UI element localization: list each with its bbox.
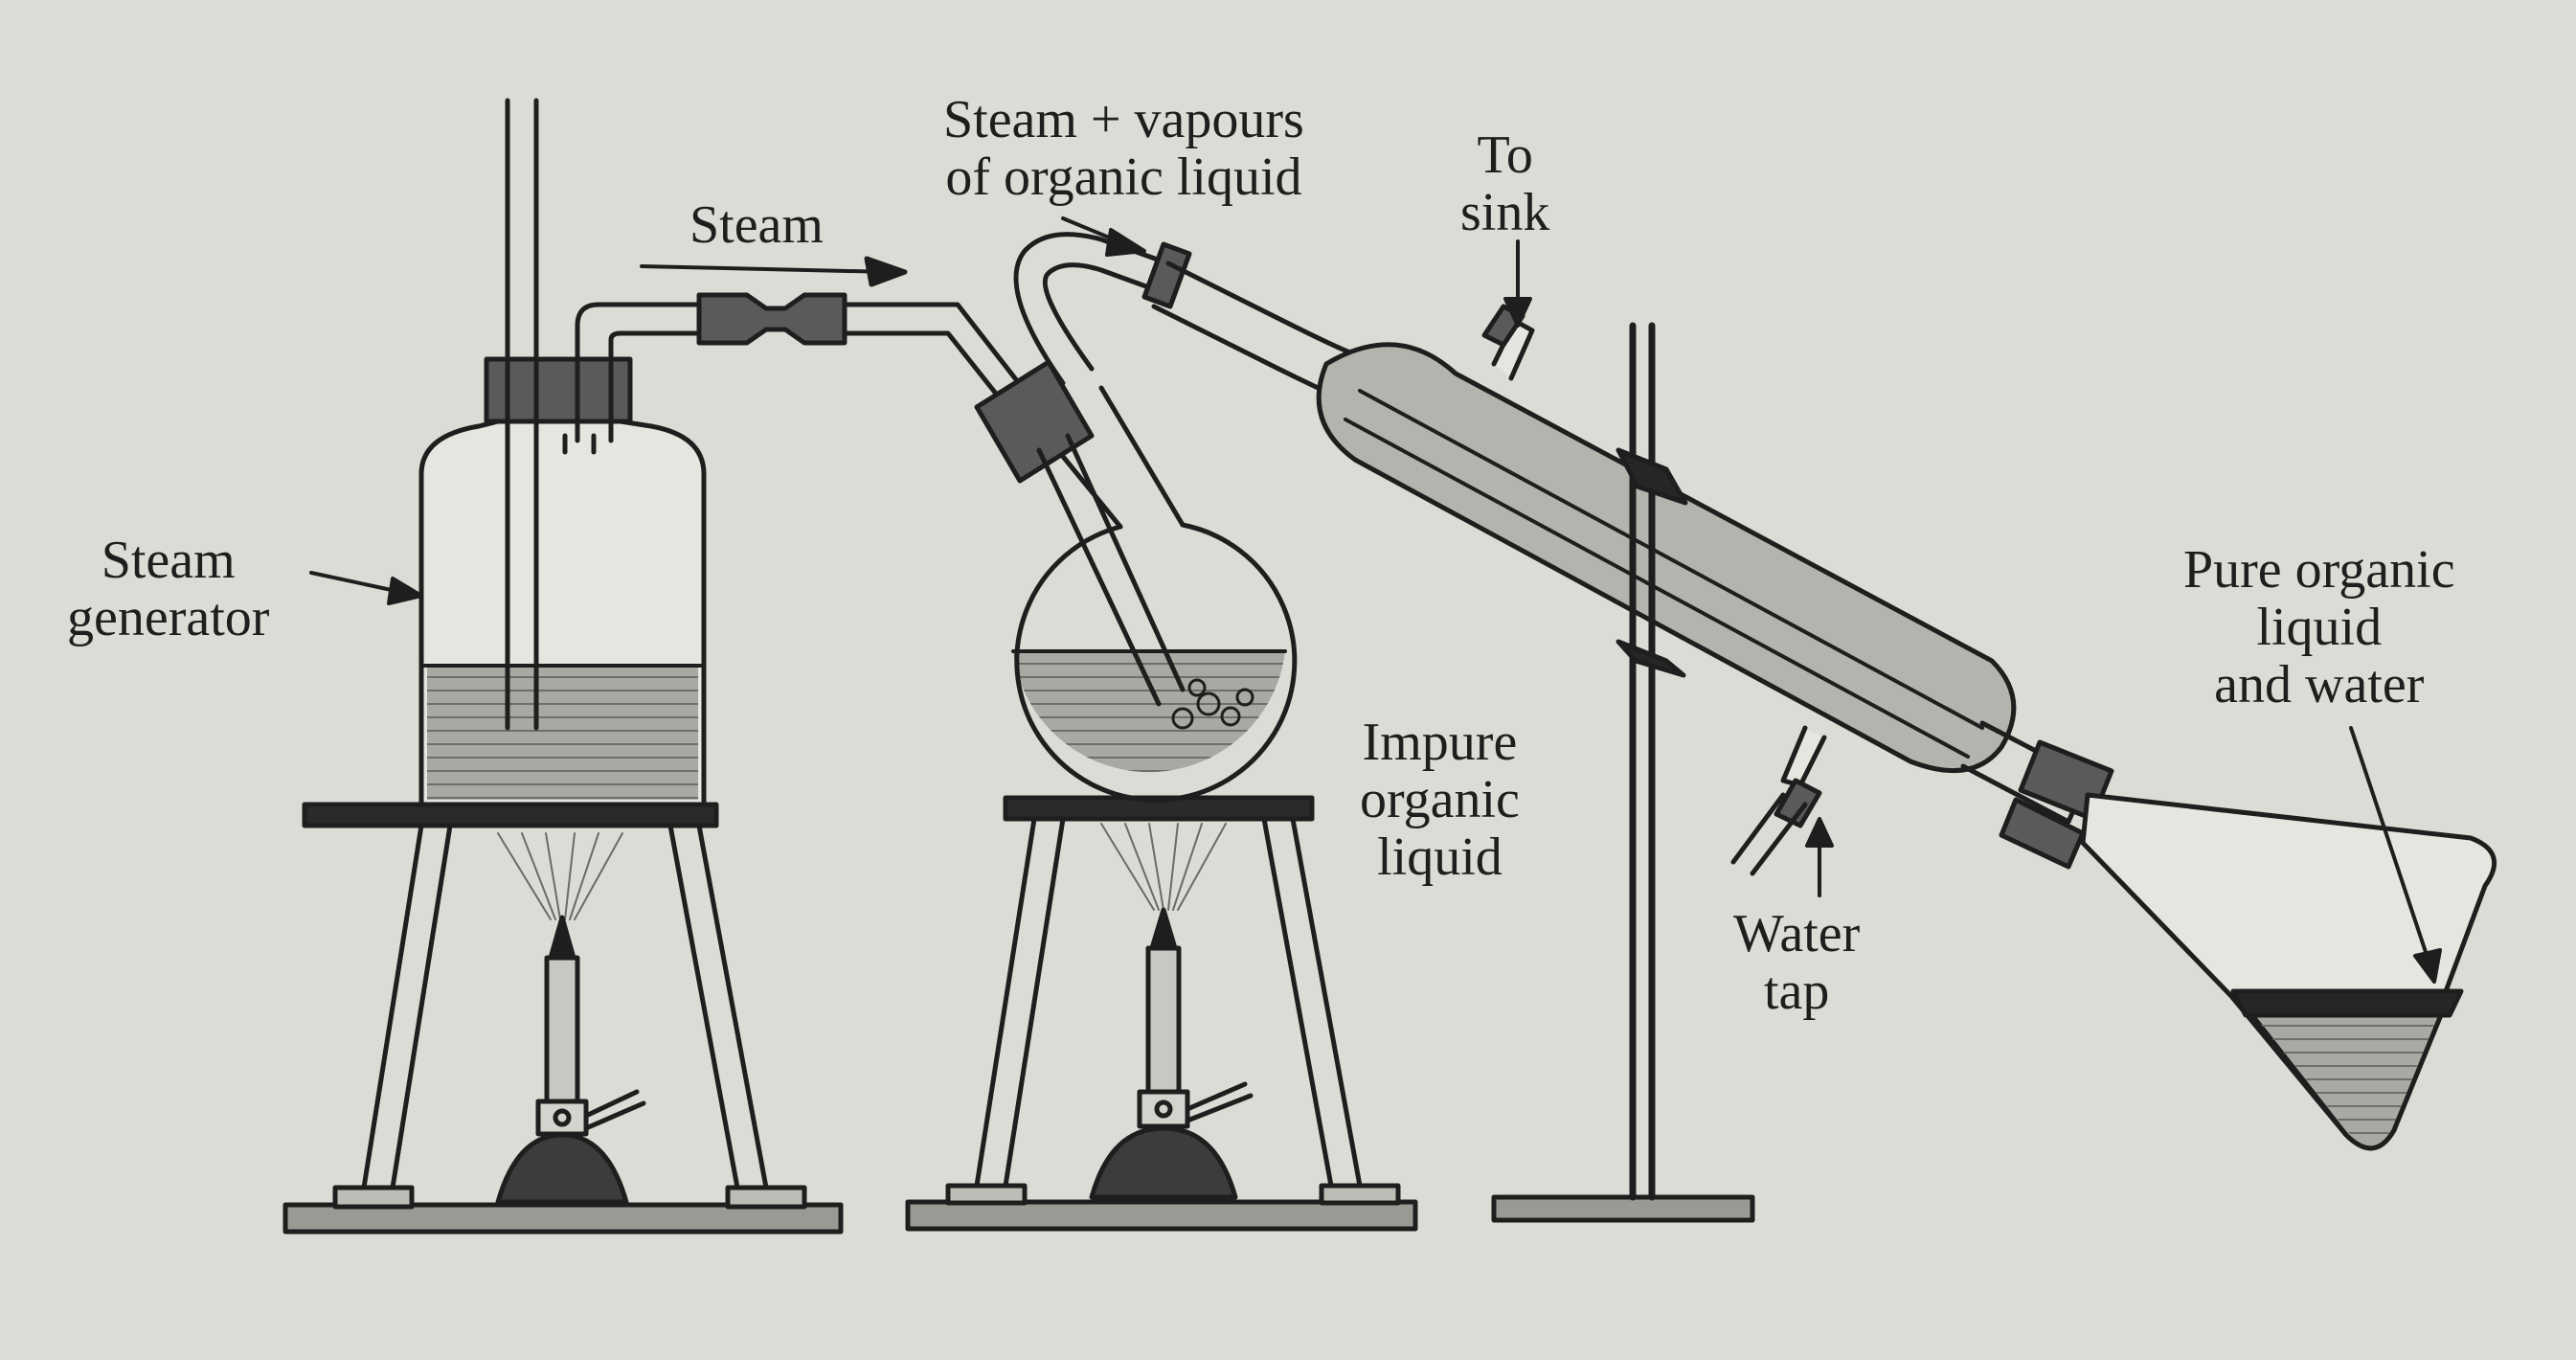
pure-liquid-label-line-2: liquid bbox=[2256, 598, 2383, 657]
bubbles bbox=[1171, 678, 1254, 730]
steam-vapours-label: Steam + vapours of organic liquid bbox=[943, 91, 1304, 206]
to-sink-pointer bbox=[1503, 239, 1532, 328]
steam-generator-pointer bbox=[309, 571, 423, 605]
steam-label: Steam bbox=[689, 196, 824, 254]
impure-liquid-label-line-1: Impure bbox=[1362, 713, 1518, 772]
impure-liquid-label: Impure organic liquid bbox=[1360, 714, 1520, 886]
liebig-condenser bbox=[1151, 261, 2090, 876]
impure-liquid-label-line-3: liquid bbox=[1377, 827, 1503, 887]
impure-liquid-label-line-2: organic bbox=[1360, 770, 1520, 829]
water-tap-pointer bbox=[1805, 817, 1834, 897]
steam-inlet-tube bbox=[1036, 433, 1186, 707]
steam-generator-vessel bbox=[418, 385, 707, 807]
pure-liquid-label: Pure organic liquid and water bbox=[2183, 541, 2455, 714]
retort-stand bbox=[1491, 322, 1755, 1223]
left-bunsen-burner bbox=[495, 915, 646, 1205]
receiving-flask bbox=[2080, 792, 2497, 1151]
water-tap-label-line-2: tap bbox=[1763, 962, 1830, 1021]
steam-generator-label: Steam generator bbox=[67, 532, 269, 646]
left-gauze-flame bbox=[497, 832, 623, 920]
distilling-flask bbox=[974, 359, 1298, 803]
steam-label-text: Steam bbox=[689, 195, 824, 255]
steam-vapours-label-line-2: of organic liquid bbox=[945, 147, 1302, 207]
to-sink-label: To sink bbox=[1460, 126, 1549, 241]
steam-generator-label-line-2: generator bbox=[67, 588, 270, 647]
pure-liquid-label-line-3: and water bbox=[2214, 655, 2425, 714]
to-sink-label-line-1: To bbox=[1477, 125, 1533, 185]
steam-generator-stopper bbox=[484, 356, 633, 424]
still-head-tube bbox=[1013, 232, 1192, 386]
steam-arrow bbox=[640, 256, 908, 287]
water-tap-label: Water tap bbox=[1733, 905, 1860, 1020]
steam-generator-label-line-1: Steam bbox=[101, 531, 236, 590]
safety-tube bbox=[505, 98, 539, 731]
water-tap-label-line-1: Water bbox=[1733, 904, 1861, 963]
rubber-connector bbox=[696, 292, 847, 346]
steam-vapours-label-line-1: Steam + vapours bbox=[943, 90, 1304, 149]
pure-liquid-label-line-1: Pure organic bbox=[2183, 540, 2455, 600]
pure-liquid-pointer bbox=[2349, 726, 2442, 984]
steam-vapours-pointer bbox=[1061, 216, 1146, 257]
left-tripod-stand bbox=[282, 802, 844, 1235]
to-sink-label-line-2: sink bbox=[1460, 183, 1550, 242]
middle-gauze-flame bbox=[1100, 823, 1227, 911]
middle-bunsen-burner bbox=[1089, 907, 1254, 1200]
